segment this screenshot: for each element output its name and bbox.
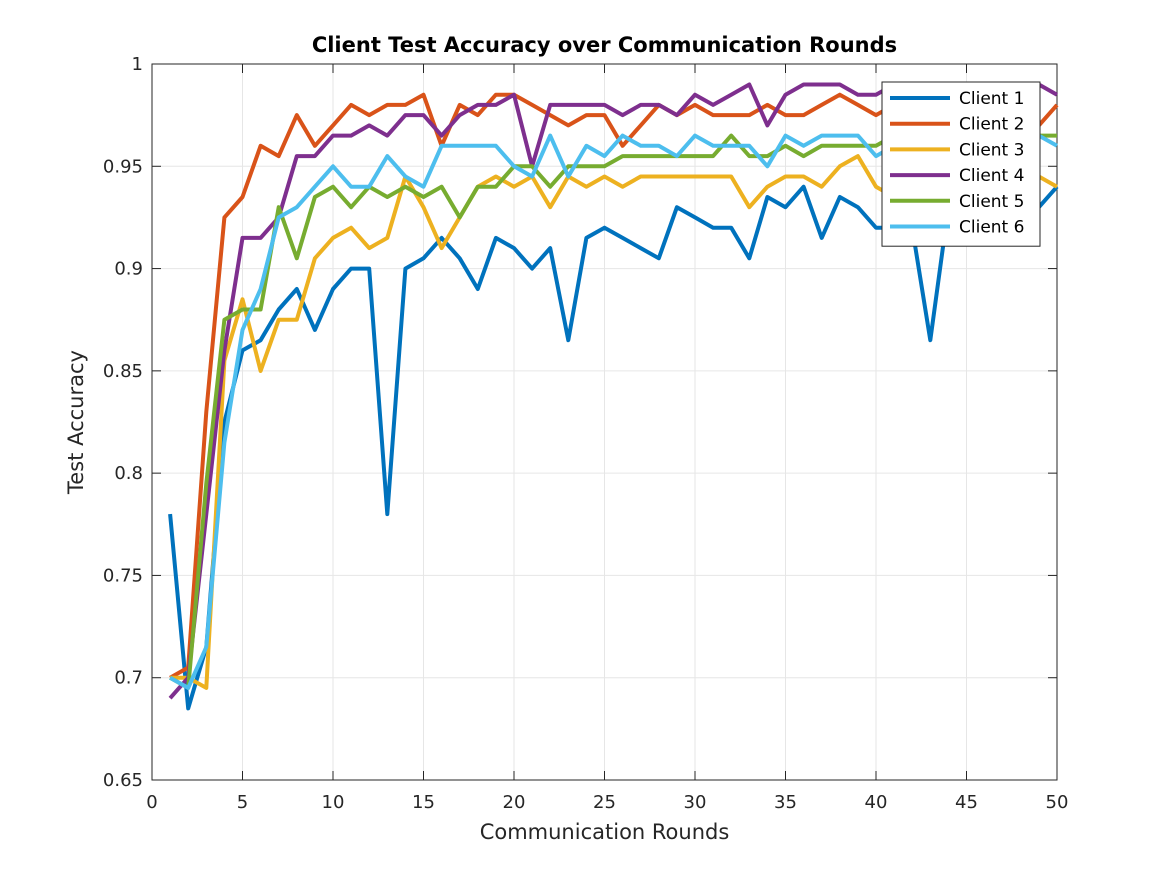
x-tick-label: 15 <box>412 792 435 813</box>
y-tick-label: 0.8 <box>114 463 143 484</box>
x-tick-label: 30 <box>684 792 707 813</box>
y-tick-label: 0.65 <box>103 770 143 791</box>
legend-items: Client 1 Client 2 Client 3 Client 4 Client 5… <box>890 89 1024 238</box>
legend-label-client-2: Client 2 <box>959 115 1024 135</box>
x-tick-label: 5 <box>237 792 248 813</box>
chart-title: Client Test Accuracy over Communication … <box>312 33 897 57</box>
y-tick-label: 1 <box>132 54 143 75</box>
x-tick-label: 50 <box>1046 792 1069 813</box>
legend-box <box>881 81 1041 247</box>
x-tick-label: 45 <box>955 792 978 813</box>
legend-label-client-3: Client 3 <box>959 140 1024 160</box>
legend: Client 1 Client 2 Client 3 Client 4 Client 5… <box>881 81 1041 247</box>
legend-label-client-6: Client 6 <box>959 218 1024 238</box>
y-tick-label: 0.7 <box>114 668 143 689</box>
y-tick-label: 0.85 <box>103 361 143 382</box>
x-tick-label: 0 <box>146 792 157 813</box>
tick-labels: 0 5 10 15 20 25 30 35 40 45 50 0.65 0.7 0.75 0.8 0.85 0.… <box>103 54 1069 813</box>
x-axis-label: Communication Rounds <box>480 820 730 844</box>
x-tick-label: 25 <box>593 792 616 813</box>
x-tick-label: 20 <box>503 792 526 813</box>
y-tick-label: 0.95 <box>103 156 143 177</box>
x-tick-label: 35 <box>774 792 797 813</box>
axes <box>151 63 1058 781</box>
y-tick-label: 0.9 <box>114 259 143 280</box>
y-tick-label: 0.75 <box>103 565 143 586</box>
legend-label-client-4: Client 4 <box>959 166 1024 186</box>
legend-label-client-1: Client 1 <box>959 89 1024 109</box>
x-tick-label: 40 <box>865 792 888 813</box>
x-tick-label: 10 <box>322 792 345 813</box>
legend-label-client-5: Client 5 <box>959 192 1024 212</box>
y-axis-label: Test Accuracy <box>64 350 88 495</box>
